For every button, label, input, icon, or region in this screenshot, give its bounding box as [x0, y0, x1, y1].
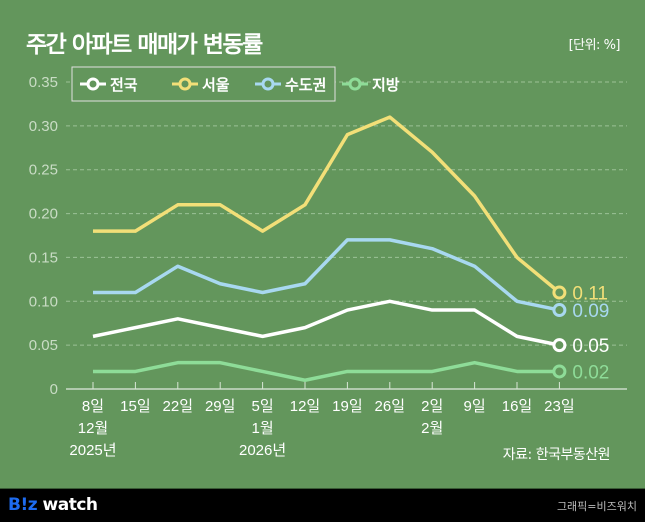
x-tick-label: 19일	[332, 398, 363, 415]
end-marker-지방	[552, 364, 567, 379]
series-line-서울	[93, 115, 561, 294]
y-tick-label: 0.35	[29, 74, 58, 91]
x-tick-label: 12월	[78, 420, 109, 437]
x-tick-label: 23일	[544, 398, 575, 415]
line-chart: 0 0.05 0.10 0.15 0.20 0.25 0.30 0.35 8일 12월 2025년 1…	[29, 66, 627, 459]
legend-label-전국: 전국	[110, 77, 138, 94]
x-tick-label: 15일	[120, 398, 151, 415]
x-tick-label: 12일	[290, 398, 321, 415]
end-marker-서울	[552, 285, 567, 300]
y-tick-label: 0.05	[29, 337, 58, 354]
x-tick-label: 22일	[163, 398, 194, 415]
x-tick-label: 5일	[252, 398, 274, 415]
legend-marker	[86, 77, 100, 91]
y-tick-label: 0.30	[29, 118, 58, 135]
y-tick-label: 0.25	[29, 162, 58, 179]
legend-marker	[348, 77, 362, 91]
legend-label-수도권: 수도권	[285, 76, 326, 94]
series-line-전국	[92, 299, 560, 347]
end-label-지방: 0.02	[572, 362, 609, 383]
end-marker-전국	[552, 338, 567, 353]
legend-box	[71, 66, 336, 102]
y-tick-label: 0	[50, 381, 58, 398]
x-tick-label: 8일	[82, 398, 104, 415]
bizwatch-logo: B!z watch	[8, 495, 98, 515]
unit-label: [단위: %]	[568, 38, 621, 53]
x-tick-label: 26일	[375, 398, 406, 415]
x-tick-label: 2일	[421, 398, 443, 415]
legend-marker	[178, 77, 192, 91]
legend-label-지방: 지방	[372, 76, 400, 94]
footer: B!z watch 그래픽=비즈워치	[0, 488, 645, 522]
y-tick-label: 0.10	[29, 293, 58, 310]
end-label-수도권: 0.09	[572, 301, 609, 322]
x-tick-label: 1월	[252, 420, 274, 437]
y-tick-label: 0.15	[29, 249, 58, 266]
x-tick-label: 2026년	[239, 442, 286, 459]
end-label-전국: 0.05	[572, 336, 609, 357]
legend-marker	[261, 77, 275, 91]
series-line-수도권	[93, 238, 560, 312]
x-tick-label: 9일	[464, 398, 486, 415]
x-tick-label: 29일	[205, 398, 236, 415]
x-tick-label: 16일	[502, 398, 533, 415]
y-tick-label: 0.20	[29, 206, 58, 223]
end-marker-수도권	[552, 303, 567, 318]
x-tick-label: 2025년	[69, 442, 116, 459]
graphic-credit: 그래픽=비즈워치	[556, 500, 637, 513]
x-tick-label: 2월	[421, 420, 443, 437]
source-label: 자료: 한국부동산원	[502, 447, 611, 463]
series-line-지방	[93, 360, 560, 382]
legend-label-서울: 서울	[202, 77, 230, 94]
end-label-서울: 0.11	[572, 284, 608, 305]
chart-title: 주간 아파트 매매가 변동률	[26, 32, 263, 58]
